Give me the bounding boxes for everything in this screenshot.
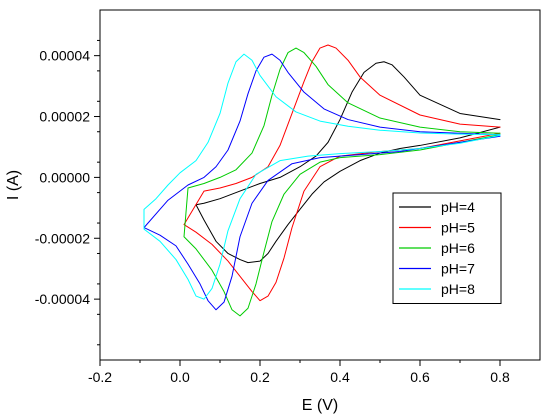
x-tick-label: 0.0 xyxy=(170,369,190,385)
y-tick-label: 0.00004 xyxy=(39,48,90,64)
series-line-5 xyxy=(143,53,501,300)
y-tick-label: 0.00002 xyxy=(39,109,90,125)
legend-label-2: pH=5 xyxy=(441,220,475,236)
legend-label-4: pH=7 xyxy=(441,261,475,277)
ticks-layer: -0.2 0.0 0.2 0.4 0.6 0.8 -0.00004 -0.00002 0.000… xyxy=(35,39,510,385)
series-line-1 xyxy=(195,61,501,264)
y-axis-title: I (A) xyxy=(5,170,22,200)
legend-label-3: pH=6 xyxy=(441,240,475,256)
series-layer xyxy=(143,44,501,317)
x-axis-title: E (V) xyxy=(302,397,338,414)
x-tick-label: -0.2 xyxy=(88,369,112,385)
series-line-4 xyxy=(143,53,501,311)
x-tick-label: 0.4 xyxy=(330,369,350,385)
y-tick-label: -0.00004 xyxy=(35,291,90,307)
series-line-3 xyxy=(183,47,501,317)
axes-layer xyxy=(99,9,541,361)
x-tick-label: 0.2 xyxy=(250,369,270,385)
x-tick-label: 0.6 xyxy=(410,369,430,385)
y-tick-label: -0.00002 xyxy=(35,230,90,246)
legend-label-1: pH=4 xyxy=(441,199,475,215)
series-line-2 xyxy=(183,44,501,302)
y-tick-label: 0.00000 xyxy=(39,169,90,185)
legend: pH=4 pH=5 pH=6 pH=7 pH=8 xyxy=(392,192,502,304)
x-tick-label: 0.8 xyxy=(490,369,510,385)
plot-frame xyxy=(99,9,541,361)
legend-label-5: pH=8 xyxy=(441,281,475,297)
